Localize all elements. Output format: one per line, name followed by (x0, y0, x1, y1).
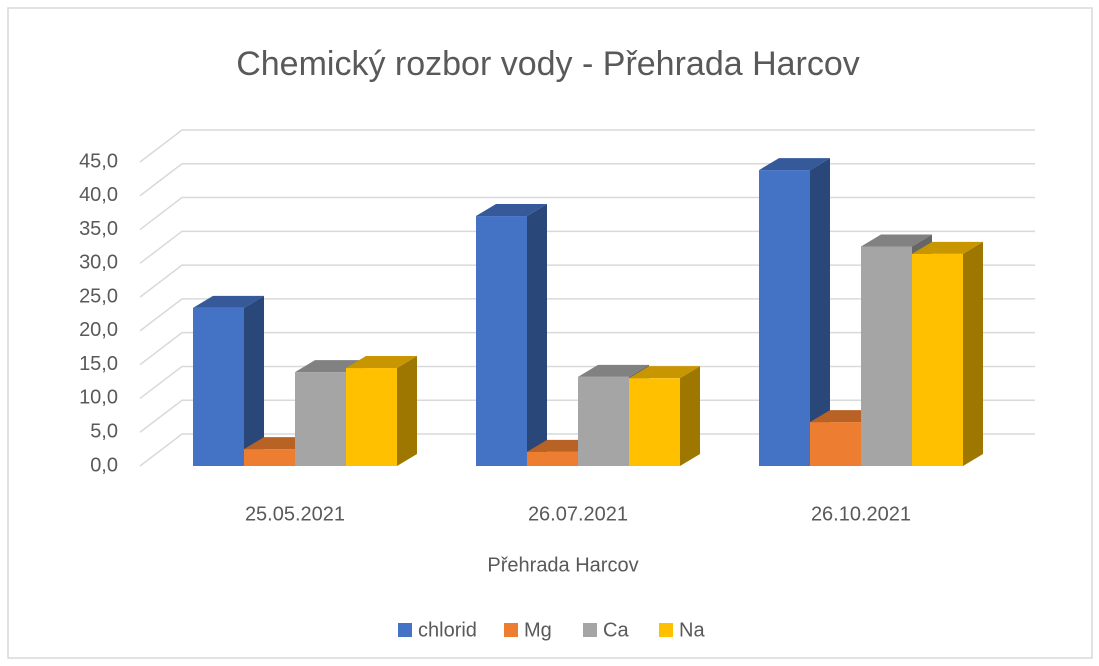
bar (527, 451, 578, 466)
x-tick-label: 26.07.2021 (528, 503, 628, 525)
bar (578, 376, 629, 466)
bar (295, 372, 346, 466)
x-tick-label: 26.10.2021 (811, 503, 911, 525)
bar-top (193, 295, 264, 308)
grid-line (139, 230, 1035, 264)
grid-line (139, 331, 1035, 366)
bar-top (912, 241, 983, 254)
bar (476, 216, 527, 466)
bar-top (759, 158, 830, 171)
legend-label: Ca (603, 619, 629, 641)
bar-side (963, 241, 983, 466)
bar-top (861, 234, 932, 247)
y-tick-label: 30,0 (79, 252, 118, 274)
bar-side (810, 158, 830, 466)
grid-line (139, 196, 1035, 231)
y-tick-label: 5,0 (90, 421, 118, 443)
legend-swatch (504, 623, 518, 637)
bar-side (397, 356, 417, 466)
bar-top (346, 356, 417, 369)
bar (346, 368, 397, 466)
bar-side (244, 295, 264, 466)
bar (244, 449, 295, 466)
bar-top (629, 366, 700, 379)
grid-line (139, 264, 1035, 298)
y-tick-label: 25,0 (79, 285, 118, 307)
x-tick-label: 25.05.2021 (245, 503, 345, 525)
grid-line (139, 365, 1035, 400)
legend-swatch (398, 623, 412, 637)
grid-line (139, 298, 1035, 332)
bar (810, 422, 861, 466)
y-tick-label: 0,0 (90, 454, 118, 476)
legend-label: chlorid (418, 619, 477, 641)
y-tick-label: 20,0 (79, 319, 118, 341)
y-tick-label: 15,0 (79, 353, 118, 375)
legend-label: Mg (524, 619, 552, 641)
bar (759, 170, 810, 466)
bar-top (476, 204, 547, 217)
bar (629, 378, 680, 466)
bar (861, 246, 912, 466)
bar-top (578, 364, 649, 377)
chart-title: Chemický rozbor vody - Přehrada Harcov (236, 45, 860, 83)
bar-side (680, 366, 700, 466)
grid-line (139, 433, 1035, 467)
y-tick-label: 45,0 (79, 150, 118, 172)
legend-swatch (583, 623, 597, 637)
grid-line (139, 163, 1035, 197)
y-tick-label: 35,0 (79, 218, 118, 240)
grid-line (139, 399, 1035, 433)
y-tick-label: 10,0 (79, 387, 118, 409)
bar-side (527, 204, 547, 467)
grid-line (139, 129, 1035, 163)
bar (193, 307, 244, 466)
legend-label: Na (679, 619, 705, 641)
y-tick-label: 40,0 (79, 184, 118, 206)
bar (912, 253, 963, 466)
x-axis-title: Přehrada Harcov (487, 554, 638, 576)
legend-swatch (659, 623, 673, 637)
